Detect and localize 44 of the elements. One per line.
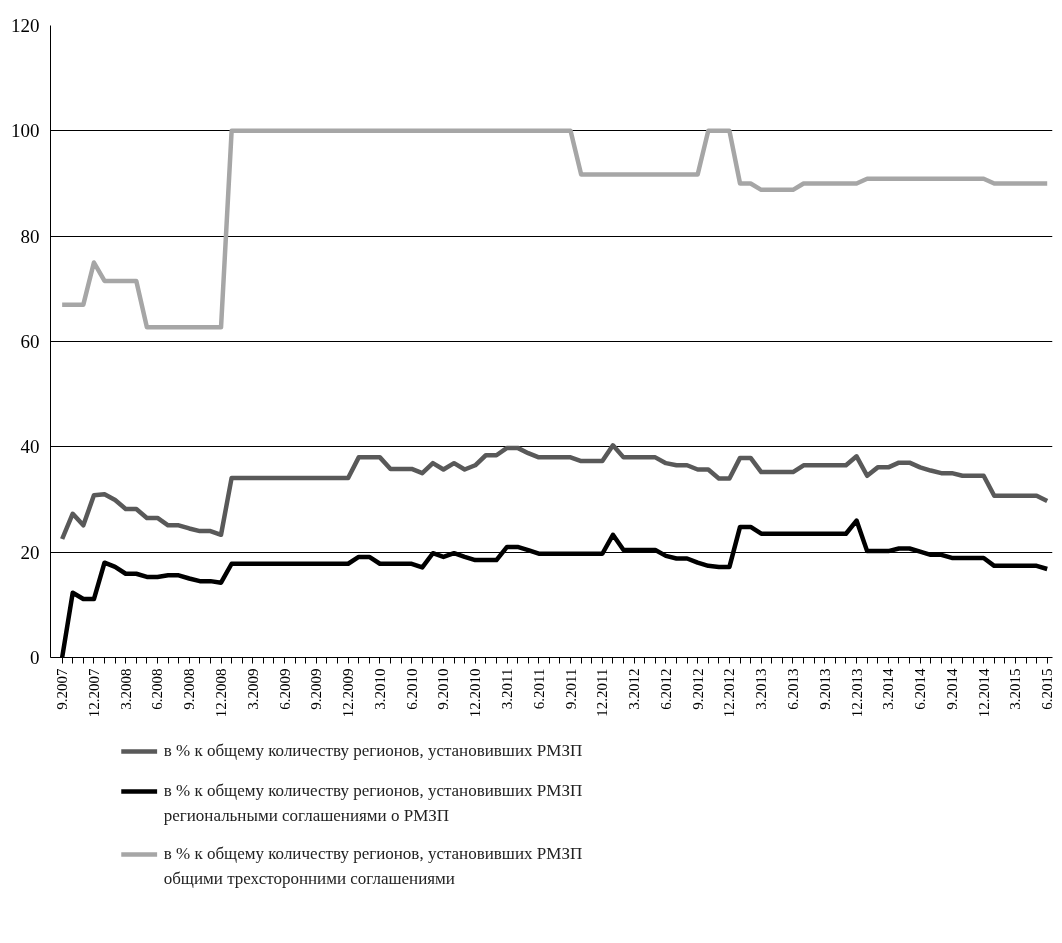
- x-tick-label: 9.2014: [943, 668, 960, 710]
- x-tick-label: 12.2013: [848, 668, 865, 718]
- y-tick-label: 100: [11, 120, 40, 142]
- y-tick-label: 80: [20, 225, 40, 247]
- x-tick-label: 3.2013: [753, 668, 770, 710]
- x-tick-label: 9.2009: [308, 668, 325, 710]
- x-tick-label: 3.2011: [499, 668, 516, 710]
- x-tick-label: 3.2008: [117, 668, 134, 710]
- y-tick-label: 0: [30, 647, 40, 668]
- x-tick-label: 9.2013: [816, 668, 833, 710]
- x-tick-label: 3.2009: [244, 668, 261, 710]
- x-tick-label: 9.2008: [181, 668, 198, 710]
- x-tick-label: 3.2010: [371, 668, 388, 710]
- legend-label: в % к общему количеству регионов, установивших РМЗП: [163, 740, 583, 760]
- x-tick-label: 9.2011: [562, 668, 579, 710]
- y-tick-label: 40: [20, 436, 40, 458]
- x-tick-label: 12.2011: [594, 668, 611, 717]
- x-tick-label: 12.2014: [975, 668, 992, 718]
- y-tick-label: 60: [20, 331, 40, 352]
- x-tick-label: 6.2014: [912, 668, 929, 710]
- x-tick-label: 12.2009: [340, 668, 357, 718]
- x-tick-label: 3.2015: [1007, 668, 1024, 710]
- x-tick-label: 6.2015: [1039, 668, 1056, 710]
- x-tick-label: 9.2010: [435, 668, 452, 710]
- x-tick-label: 6.2012: [657, 668, 674, 710]
- x-tick-label: 12.2012: [721, 668, 738, 718]
- x-tick-label: 12.2008: [213, 668, 230, 718]
- legend-label: в % к общему количеству регионов, установивших РМЗП региональными соглашениями о РМЗП: [163, 780, 583, 826]
- y-tick-label: 20: [20, 541, 40, 563]
- line-series: [59, 128, 1050, 330]
- x-tick-label: 12.2010: [467, 668, 484, 718]
- y-tick-label: 120: [11, 15, 40, 36]
- x-tick-label: 6.2010: [403, 668, 420, 710]
- x-tick-label: 6.2013: [785, 668, 801, 710]
- x-tick-label: 3.2012: [626, 668, 643, 710]
- x-tick-label: 6.2008: [149, 668, 166, 710]
- legend-label: в % к общему количеству регионов, установивших РМЗП общими трехсторонними соглашениями: [163, 843, 583, 889]
- x-tick-label: 9.2007: [54, 668, 71, 710]
- x-tick-label: 3.2014: [880, 668, 897, 710]
- x-tick-label: 6.2011: [530, 668, 547, 710]
- line-series: [59, 443, 1050, 542]
- x-tick-label: 6.2009: [276, 668, 293, 710]
- x-tick-label: 12.2007: [85, 668, 102, 718]
- x-tick-label: 9.2012: [689, 668, 706, 710]
